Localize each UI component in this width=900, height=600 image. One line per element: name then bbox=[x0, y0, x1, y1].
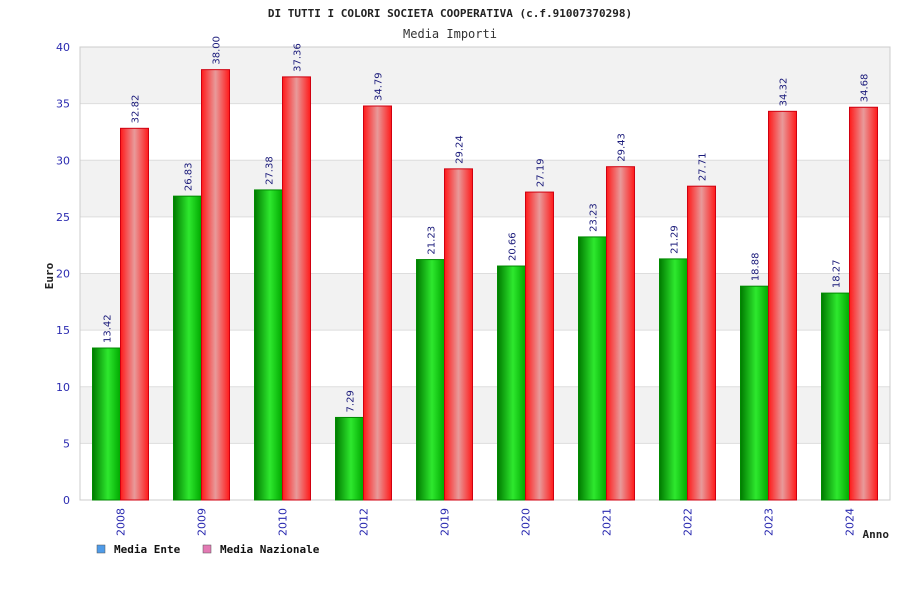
bar-value-label: 29.24 bbox=[455, 135, 466, 164]
bar-value-label: 38.00 bbox=[212, 36, 223, 65]
bar-value-label: 20.66 bbox=[508, 232, 519, 261]
bar-value-label: 23.23 bbox=[589, 203, 600, 232]
bar-value-label: 18.27 bbox=[832, 259, 843, 288]
bars bbox=[92, 69, 878, 501]
y-tick-label: 5 bbox=[63, 437, 70, 450]
bar-media-ente bbox=[497, 265, 526, 501]
legend-item-media-nazionale: Media Nazionale bbox=[202, 543, 320, 556]
bar-value-labels: 13.42 32.82 26.83 38.00 27.38 37.36 7.29 34.79 2… bbox=[103, 36, 871, 412]
x-tick-label: 2021 bbox=[601, 508, 614, 536]
y-tick-label: 20 bbox=[56, 268, 70, 281]
legend: Media Ente Media Nazionale bbox=[96, 543, 320, 556]
bar-media-ente bbox=[335, 416, 364, 501]
bar-media-ente bbox=[254, 189, 283, 501]
bar-value-label: 26.83 bbox=[184, 163, 195, 192]
bar-value-label: 32.82 bbox=[131, 95, 142, 124]
x-axis-title: Anno bbox=[863, 528, 890, 541]
x-tick-label: 2020 bbox=[520, 508, 533, 536]
bar-media-ente bbox=[821, 292, 850, 501]
bar-value-label: 27.38 bbox=[265, 156, 276, 185]
x-axis-ticks: 2008 2009 2010 2012 2019 2020 2021 2022 2023 2024 bbox=[115, 508, 857, 536]
bar-media-nazionale bbox=[687, 185, 716, 501]
bar-media-ente bbox=[659, 258, 688, 501]
bar-value-label: 27.71 bbox=[698, 153, 709, 182]
bar-media-ente bbox=[416, 259, 445, 501]
legend-swatch-media-nazionale bbox=[202, 544, 212, 554]
bar-media-ente bbox=[173, 195, 202, 501]
bar-media-ente bbox=[92, 347, 121, 501]
y-tick-label: 25 bbox=[56, 211, 70, 224]
bar-media-nazionale bbox=[120, 127, 149, 501]
bar-media-ente bbox=[740, 285, 769, 501]
x-tick-label: 2023 bbox=[763, 508, 776, 536]
x-tick-label: 2009 bbox=[196, 508, 209, 536]
y-tick-label: 35 bbox=[56, 98, 70, 111]
bar-media-nazionale bbox=[849, 106, 878, 501]
bar-value-label: 7.29 bbox=[346, 390, 357, 412]
bar-media-nazionale bbox=[282, 76, 311, 501]
x-tick-label: 2024 bbox=[844, 508, 857, 536]
y-tick-label: 0 bbox=[63, 494, 70, 507]
bar-value-label: 13.42 bbox=[103, 314, 114, 343]
x-tick-label: 2010 bbox=[277, 508, 290, 536]
bar-value-label: 21.23 bbox=[427, 226, 438, 255]
bar-value-label: 27.19 bbox=[536, 158, 547, 187]
y-axis-title: Euro bbox=[43, 262, 56, 289]
bar-media-nazionale bbox=[201, 69, 230, 501]
legend-label-media-nazionale: Media Nazionale bbox=[220, 543, 320, 556]
legend-swatch-media-ente bbox=[96, 544, 106, 554]
x-tick-label: 2019 bbox=[439, 508, 452, 536]
x-tick-label: 2008 bbox=[115, 508, 128, 536]
bar-value-label: 34.68 bbox=[860, 74, 871, 103]
bar-media-nazionale bbox=[606, 166, 635, 501]
y-tick-label: 15 bbox=[56, 324, 70, 337]
bar-media-nazionale bbox=[768, 110, 797, 501]
chart-subtitle: Media Importi bbox=[403, 27, 497, 41]
legend-item-media-ente: Media Ente bbox=[96, 543, 181, 556]
chart-title: DI TUTTI I COLORI SOCIETA COOPERATIVA (c… bbox=[268, 7, 632, 20]
bar-media-nazionale bbox=[363, 105, 392, 501]
bar-media-nazionale bbox=[525, 191, 554, 501]
bar-value-label: 18.88 bbox=[751, 253, 762, 282]
y-tick-label: 30 bbox=[56, 154, 70, 167]
bar-value-label: 34.32 bbox=[779, 78, 790, 107]
bar-value-label: 37.36 bbox=[293, 43, 304, 72]
y-axis-ticks: 0 5 10 15 20 25 30 35 40 bbox=[56, 41, 70, 507]
y-tick-label: 40 bbox=[56, 41, 70, 54]
legend-label-media-ente: Media Ente bbox=[114, 543, 181, 556]
bar-value-label: 34.79 bbox=[374, 72, 385, 101]
bar-media-nazionale bbox=[444, 168, 473, 501]
bar-media-ente bbox=[578, 236, 607, 501]
bar-value-label: 21.29 bbox=[670, 225, 681, 254]
bar-value-label: 29.43 bbox=[617, 133, 628, 162]
x-tick-label: 2012 bbox=[358, 508, 371, 536]
x-tick-label: 2022 bbox=[682, 508, 695, 536]
y-tick-label: 10 bbox=[56, 381, 70, 394]
plot-border bbox=[79, 46, 891, 501]
